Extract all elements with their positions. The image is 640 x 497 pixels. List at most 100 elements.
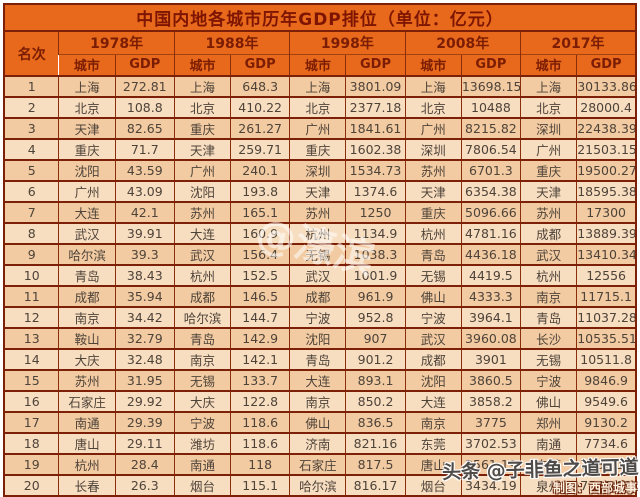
gdp-cell: 1134.9 [345,223,406,244]
rank-cell: 16 [4,391,59,412]
table-row: 13 鞍山 32.79 青岛 142.9 沈阳 907 武汉 3960.08 长沙 10535.51 [4,328,636,349]
gdp-cell: 156.4 [230,244,290,265]
gdp-cell: 12556 [576,265,636,286]
gdp-cell: 3960.08 [460,328,521,349]
table-row: 15 苏州 31.95 无锡 133.7 大连 893.1 沈阳 3860.5 宁波 9846.9 [4,370,636,391]
city-cell: 南京 [173,349,231,370]
gdp-cell: 4436.18 [460,244,521,265]
table-row: 17 南通 29.39 宁波 118.6 佛山 836.5 南京 3775 郑州 9130.2 [4,412,636,433]
city-cell: 鞍山 [58,328,116,349]
city-cell: 石家庄 [289,454,346,475]
city-cell: 佛山 [404,286,462,307]
gdp-cell: 3434.19 [460,475,521,496]
city-column-header-2017: 城市 [519,53,577,76]
city-cell: 成都 [404,349,462,370]
city-cell: 成都 [173,286,231,307]
city-cell: 青岛 [519,307,577,328]
city-cell: 宁波 [173,412,231,433]
city-cell: 杭州 [173,265,231,286]
gdp-cell: 816.17 [345,475,406,496]
city-cell: 武汉 [404,328,462,349]
city-cell: 大连 [289,370,346,391]
city-cell: 广州 [58,181,116,202]
city-column-header-1988: 城市 [173,53,231,76]
gdp-cell: 71.7 [114,139,175,160]
gdp-column-header-1978: GDP [114,53,175,76]
city-cell: 无锡 [173,370,231,391]
gdp-cell: 3702.53 [460,433,521,454]
gdp-cell: 108.8 [114,97,175,118]
city-cell: 哈尔滨 [173,307,231,328]
city-cell: 东莞 [519,454,577,475]
gdp-cell: 115.1 [230,475,290,496]
city-cell: 唐山 [404,454,462,475]
city-cell: 青岛 [289,349,346,370]
gdp-cell: 5096.66 [460,202,521,223]
city-cell: 苏州 [289,202,346,223]
table-row: 8 武汉 39.91 大连 160.9 杭州 1134.9 杭州 4781.16 成都 13889.… [4,223,636,244]
city-cell: 无锡 [289,244,346,265]
rank-cell: 18 [4,433,59,454]
gdp-cell: 29.92 [114,391,175,412]
city-cell: 天津 [404,181,462,202]
city-cell: 东莞 [404,433,462,454]
table-row: 19 杭州 28.4 南通 118 石家庄 817.5 唐山 3561.19 东莞 7582.12 [4,454,636,475]
city-cell: 哈尔滨 [58,244,116,265]
city-cell: 南京 [289,391,346,412]
gdp-cell: 13889.39 [576,223,636,244]
gdp-cell: 648.3 [230,76,290,97]
city-cell: 南京 [58,307,116,328]
city-cell: 佛山 [519,391,577,412]
year-header-1988: 1988年 [173,31,290,54]
rank-cell: 3 [4,118,59,139]
gdp-cell: 240.1 [230,160,290,181]
rank-column-header: 名次 [4,31,59,76]
table-row: 10 青岛 38.43 杭州 152.5 武汉 1001.9 无锡 4419.5 杭州 12556 [4,265,636,286]
table-row: 18 唐山 29.11 潍坊 118.6 济南 821.16 东莞 3702.53 南通 7734.… [4,433,636,454]
city-cell: 北京 [58,97,116,118]
city-cell: 广州 [404,118,462,139]
city-cell: 泉州 [519,475,577,496]
gdp-cell: 133.7 [230,370,290,391]
city-cell: 南通 [58,412,116,433]
gdp-cell: 43.59 [114,160,175,181]
city-cell: 唐山 [58,433,116,454]
city-cell: 南通 [519,433,577,454]
gdp-cell: 821.16 [345,433,406,454]
year-header-2017: 2017年 [519,31,636,54]
city-cell: 武汉 [58,223,116,244]
city-cell: 北京 [519,97,577,118]
city-cell: 重庆 [289,139,346,160]
rank-cell: 5 [4,160,59,181]
gdp-cell: 13410.34 [576,244,636,265]
city-cell: 青岛 [58,265,116,286]
gdp-cell: 142.1 [230,349,290,370]
city-cell: 大庆 [173,391,231,412]
city-cell: 青岛 [404,244,462,265]
city-cell: 南京 [404,412,462,433]
city-cell: 济南 [289,433,346,454]
city-cell: 苏州 [173,202,231,223]
gdp-ranking-infographic: 中国内地各城市历年GDP排位（单位：亿元） 名次 1978年 1988年 199… [3,3,637,497]
gdp-cell: 4419.5 [460,265,521,286]
table-row: 16 石家庄 29.92 大庆 122.8 南京 850.2 大连 3858.2 佛山 9549.6 [4,391,636,412]
table-row: 2 北京 108.8 北京 410.22 北京 2377.18 北京 10488 北京 28000.… [4,97,636,118]
gdp-cell: 850.2 [345,391,406,412]
city-cell: 北京 [289,97,346,118]
city-cell: 天津 [289,181,346,202]
table-row: 9 哈尔滨 39.3 武汉 156.4 无锡 1038.3 青岛 4436.18 武汉 13410.… [4,244,636,265]
gdp-cell: 39.91 [114,223,175,244]
gdp-cell: 42.1 [114,202,175,223]
city-cell: 重庆 [519,160,577,181]
gdp-cell: 952.8 [345,307,406,328]
city-cell: 深圳 [519,118,577,139]
gdp-cell: 118.6 [230,412,290,433]
gdp-cell: 18595.38 [576,181,636,202]
gdp-cell: 165.1 [230,202,290,223]
rank-cell: 13 [4,328,59,349]
gdp-cell: 9130.2 [576,412,636,433]
city-cell: 深圳 [289,160,346,181]
city-cell: 上海 [58,76,116,97]
city-cell: 沈阳 [289,328,346,349]
city-cell: 沈阳 [173,181,231,202]
